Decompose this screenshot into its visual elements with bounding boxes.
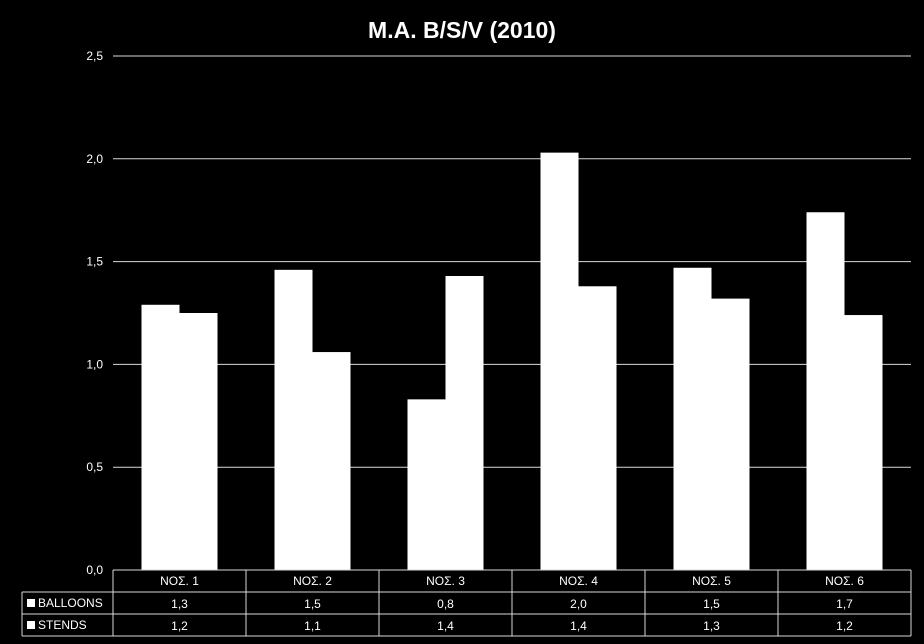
bar-stends-1 <box>179 313 218 570</box>
data-label: 1,5 <box>304 597 321 611</box>
data-label: 1,7 <box>836 597 853 611</box>
data-label: 0,8 <box>437 597 454 611</box>
data-label: 1,3 <box>171 597 188 611</box>
y-tick-label: 1,0 <box>86 357 103 371</box>
legend-label: BALLOONS <box>38 596 103 610</box>
gridlines <box>113 55 911 571</box>
bar-balloons-1 <box>141 304 180 570</box>
data-label: 1,1 <box>304 619 321 633</box>
category-label: ΝΟΣ. 4 <box>559 574 598 588</box>
bar-stends-4 <box>578 286 617 570</box>
category-label: ΝΟΣ. 5 <box>692 574 731 588</box>
bar-stends-5 <box>711 298 750 570</box>
data-label: 2,0 <box>570 597 587 611</box>
y-tick-label: 2,0 <box>86 152 103 166</box>
bar-balloons-2 <box>274 269 313 570</box>
bars <box>141 152 883 571</box>
category-label: ΝΟΣ. 2 <box>293 574 332 588</box>
bar-balloons-5 <box>673 267 712 570</box>
y-axis: 0,0 0,5 1,0 1,5 2,0 2,5 <box>86 49 103 577</box>
bar-balloons-4 <box>540 152 579 570</box>
y-tick-label: 0,0 <box>86 563 103 577</box>
category-label: ΝΟΣ. 6 <box>825 574 864 588</box>
legend-label: STENDS <box>38 618 87 632</box>
y-tick-label: 0,5 <box>86 460 103 474</box>
bar-stends-2 <box>312 352 351 570</box>
data-label: 1,2 <box>171 619 188 633</box>
data-table: ΝΟΣ. 1 ΝΟΣ. 2 ΝΟΣ. 3 ΝΟΣ. 4 ΝΟΣ. 5 ΝΟΣ. 6 BALL… <box>21 569 912 637</box>
data-label: 1,5 <box>703 597 720 611</box>
bar-balloons-6 <box>806 212 845 571</box>
bar-balloons-3 <box>407 399 446 570</box>
data-label: 1,2 <box>836 619 853 633</box>
bar-stends-6 <box>844 315 883 570</box>
y-tick-label: 2,5 <box>86 49 103 63</box>
bar-stends-3 <box>445 275 484 570</box>
data-label: 1,3 <box>703 619 720 633</box>
chart-title: M.A. B/S/V (2010) <box>368 17 556 43</box>
y-tick-label: 1,5 <box>86 255 103 269</box>
data-label: 1,4 <box>570 619 587 633</box>
category-label: ΝΟΣ. 1 <box>160 574 199 588</box>
legend-key-stends <box>27 621 35 629</box>
category-label: ΝΟΣ. 3 <box>426 574 465 588</box>
data-label: 1,4 <box>437 619 454 633</box>
legend-key-balloons <box>27 599 35 607</box>
